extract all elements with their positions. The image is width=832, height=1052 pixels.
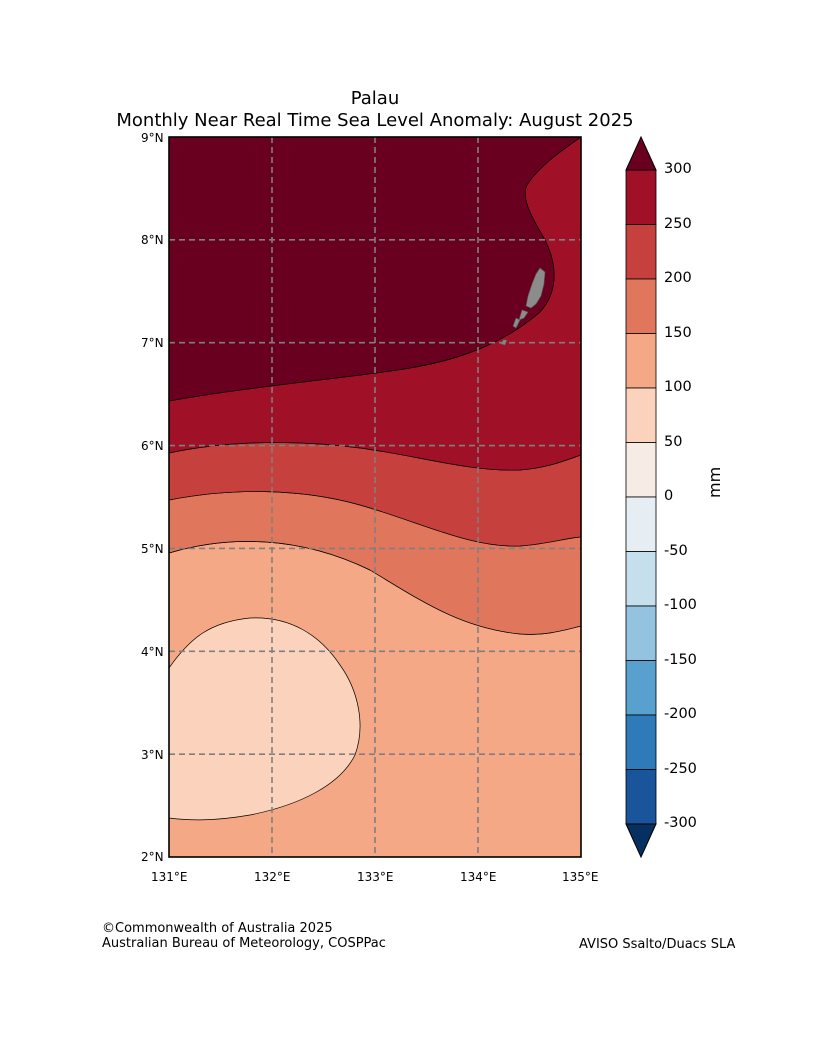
lat-tick-4: 4°N: [141, 645, 164, 659]
colorbar-segment: [625, 278, 657, 334]
colorbar-unit-label: mm: [705, 466, 724, 498]
colorbar-segment: [625, 169, 657, 225]
lat-tick-7: 7°N: [141, 336, 164, 350]
lat-tick-2: 2°N: [141, 850, 164, 864]
map-frame: [168, 136, 582, 858]
colorbar-label: 200: [664, 270, 692, 286]
colorbar-label: 0: [664, 488, 674, 504]
colorbar-segment: [625, 333, 657, 389]
colorbar-segment: [625, 496, 657, 552]
colorbar-label: -50: [664, 543, 688, 559]
lon-tick-131: 131°E: [151, 870, 188, 884]
lat-tick-9: 9°N: [141, 131, 164, 145]
colorbar-label: -100: [664, 597, 697, 613]
colorbar-segment: [625, 551, 657, 607]
colorbar-segment: [625, 387, 657, 443]
colorbar-label: 100: [664, 379, 692, 395]
lon-tick-132: 132°E: [254, 870, 291, 884]
colorbar-label: -250: [664, 761, 697, 777]
colorbar-label: -150: [664, 652, 697, 668]
colorbar-segment: [625, 224, 657, 280]
copyright-line: ©Commonwealth of Australia 2025: [102, 921, 333, 936]
colorbar-label: -300: [664, 815, 697, 831]
data-source: AVISO Ssalto/Duacs SLA: [579, 937, 736, 952]
colorbar-label: 250: [664, 216, 692, 232]
lon-tick-134: 134°E: [460, 870, 497, 884]
map-title: Palau: [350, 88, 400, 109]
lat-tick-6: 6°N: [141, 439, 164, 453]
lat-tick-8: 8°N: [141, 233, 164, 247]
colorbar-label: 50: [664, 434, 683, 450]
colorbar-label: 300: [664, 161, 692, 177]
contour-0-50: [169, 617, 361, 821]
colorbar-segment: [625, 714, 657, 770]
colorbar-segment: [625, 605, 657, 661]
colorbar-over-arrow: [625, 135, 657, 171]
gridlines: [169, 137, 581, 857]
lat-tick-5: 5°N: [141, 542, 164, 556]
colorbar-under-arrow: [625, 823, 657, 859]
colorbar-segment: [625, 769, 657, 825]
colorbar-segment: [625, 660, 657, 716]
lat-tick-3: 3°N: [141, 748, 164, 762]
colorbar-segment: [625, 442, 657, 498]
colorbar: [625, 135, 657, 859]
colorbar-label: -200: [664, 706, 697, 722]
lon-tick-133: 133°E: [357, 870, 394, 884]
palau-islands: [500, 267, 546, 346]
colorbar-label: 150: [664, 325, 692, 341]
map-subtitle: Monthly Near Real Time Sea Level Anomaly…: [116, 110, 634, 131]
lon-tick-135: 135°E: [562, 870, 599, 884]
agency-line: Australian Bureau of Meteorology, COSPPa…: [102, 936, 386, 951]
